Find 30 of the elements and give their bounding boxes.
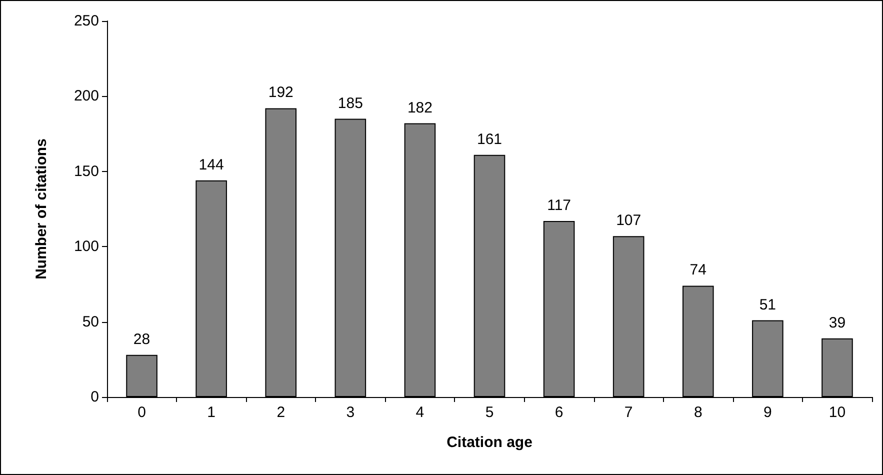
y-tick-label: 250	[74, 12, 99, 30]
data-label: 144	[198, 156, 224, 174]
data-label: 74	[690, 262, 706, 279]
x-tick-label: 0	[138, 404, 146, 421]
x-tick-label: 2	[276, 404, 286, 421]
x-tick-label: 10	[828, 404, 846, 421]
x-tick-label: 5	[485, 404, 494, 421]
y-tick-label: 200	[74, 88, 99, 105]
x-tick-label: 7	[624, 404, 633, 421]
y-axis-title: Number of citations	[33, 138, 50, 280]
y-tick-label: 0	[90, 388, 99, 406]
data-label: 192	[268, 84, 294, 102]
data-label: 107	[616, 212, 642, 230]
y-tick-label: 50	[82, 313, 99, 330]
data-label: 51	[759, 296, 776, 314]
data-label: 39	[828, 314, 846, 332]
x-tick-label: 1	[207, 404, 216, 421]
x-tick-label: 4	[416, 404, 424, 421]
y-tick-label: 150	[74, 162, 99, 180]
data-label: 117	[547, 197, 572, 214]
x-tick-label: 6	[554, 404, 564, 421]
x-tick-label: 9	[764, 404, 772, 421]
x-tick-label: 8	[694, 404, 702, 421]
data-label: 28	[133, 330, 150, 348]
x-axis-title: Citation age	[446, 434, 532, 451]
data-label: 185	[338, 94, 363, 112]
data-label: 182	[407, 99, 432, 116]
y-tick-label: 100	[74, 238, 99, 256]
x-tick-label: 3	[346, 404, 355, 421]
data-label: 161	[476, 130, 502, 148]
